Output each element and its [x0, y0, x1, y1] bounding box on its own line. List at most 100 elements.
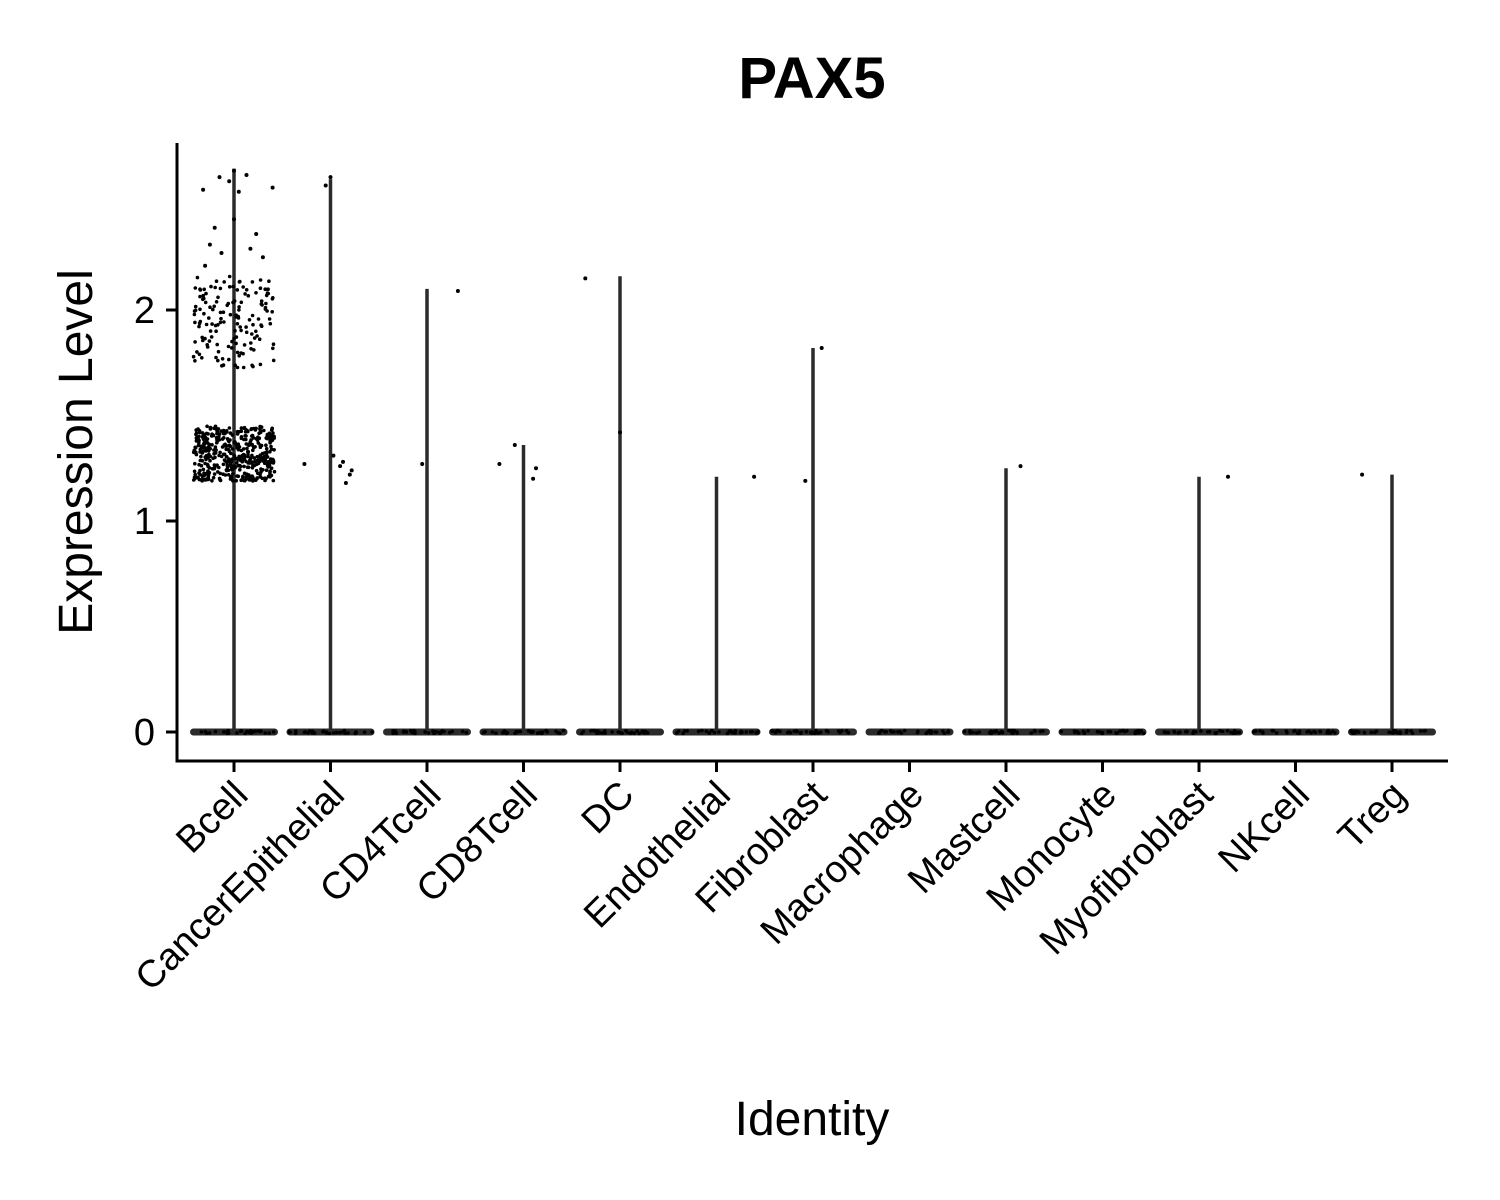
data-point: [826, 729, 830, 734]
data-point: [331, 453, 336, 458]
data-point: [733, 728, 738, 733]
data-point: [338, 464, 343, 469]
data-point: [370, 730, 374, 734]
data-point: [213, 455, 217, 460]
data-point: [215, 440, 219, 445]
data-point: [246, 465, 250, 470]
y-tick-label: 1: [134, 501, 155, 543]
data-point: [209, 335, 214, 339]
data-point: [262, 454, 267, 459]
data-point: [717, 730, 721, 734]
data-point: [216, 358, 220, 363]
data-point: [1114, 731, 1118, 735]
data-point: [211, 307, 215, 312]
data-point: [685, 729, 689, 733]
data-point: [490, 730, 495, 734]
data-point: [244, 288, 249, 292]
data-point: [204, 453, 209, 458]
data-point: [1326, 728, 1331, 733]
data-point: [1373, 730, 1377, 735]
data-point: [635, 729, 639, 733]
data-point: [250, 280, 255, 284]
data-point: [1352, 729, 1356, 734]
data-point: [207, 466, 212, 470]
data-point: [242, 457, 247, 462]
data-point: [902, 728, 907, 733]
data-point: [235, 288, 240, 292]
data-point: [217, 175, 222, 180]
data-point: [999, 730, 1004, 734]
x-tick-label: Myofibroblast: [1032, 773, 1222, 963]
data-point: [222, 320, 226, 324]
data-point: [270, 185, 275, 190]
data-point: [334, 730, 339, 735]
data-point: [198, 307, 202, 312]
data-point: [1172, 730, 1177, 734]
data-point: [217, 438, 222, 442]
data-point: [1360, 472, 1365, 477]
plot-area: [190, 168, 1436, 736]
data-point: [238, 325, 242, 329]
data-point: [231, 472, 235, 476]
data-point: [269, 428, 274, 432]
data-point: [260, 303, 264, 307]
data-point: [259, 467, 263, 471]
data-point: [1081, 729, 1086, 734]
data-point: [700, 728, 704, 733]
data-point: [1220, 729, 1225, 734]
data-point: [254, 232, 259, 236]
data-point: [235, 446, 239, 450]
data-point: [888, 728, 893, 733]
data-point: [1349, 729, 1353, 733]
data-point: [481, 730, 486, 735]
data-point: [205, 446, 210, 450]
data-point: [244, 173, 249, 177]
data-point: [246, 452, 250, 457]
data-point: [241, 365, 246, 370]
data-point: [1164, 730, 1168, 735]
points-layer: [191, 168, 1428, 736]
data-point: [261, 459, 266, 463]
data-point: [208, 329, 213, 333]
data-point: [1369, 730, 1374, 735]
data-point: [254, 329, 258, 334]
data-point: [192, 469, 197, 474]
data-point: [212, 225, 217, 230]
data-point: [494, 731, 498, 735]
data-point: [207, 731, 212, 735]
data-point: [349, 468, 354, 473]
data-point: [1226, 474, 1230, 479]
data-point: [226, 728, 230, 733]
data-point: [212, 466, 217, 471]
data-point: [210, 479, 214, 483]
data-point: [1309, 731, 1313, 735]
data-point: [201, 187, 206, 192]
data-point: [750, 730, 754, 734]
data-point: [257, 337, 262, 342]
data-point: [238, 468, 242, 472]
data-point: [218, 471, 222, 476]
data-point: [202, 311, 206, 316]
data-point: [259, 299, 264, 303]
data-point: [230, 433, 235, 437]
data-point: [227, 274, 232, 279]
data-point: [200, 431, 205, 435]
data-point: [241, 285, 245, 289]
data-point: [237, 305, 241, 309]
data-point: [270, 297, 275, 301]
data-point: [264, 301, 268, 306]
data-point: [227, 179, 232, 184]
data-point: [208, 427, 213, 431]
data-point: [877, 731, 882, 735]
data-point: [393, 729, 398, 733]
data-point: [962, 729, 967, 734]
violin-fibroblast: [769, 347, 857, 736]
data-point: [252, 336, 257, 340]
data-point: [215, 463, 219, 468]
data-point: [203, 300, 208, 305]
data-point: [206, 473, 211, 477]
data-point: [710, 728, 714, 733]
data-point: [250, 433, 255, 438]
data-point: [1237, 730, 1242, 735]
data-point: [1213, 731, 1217, 735]
